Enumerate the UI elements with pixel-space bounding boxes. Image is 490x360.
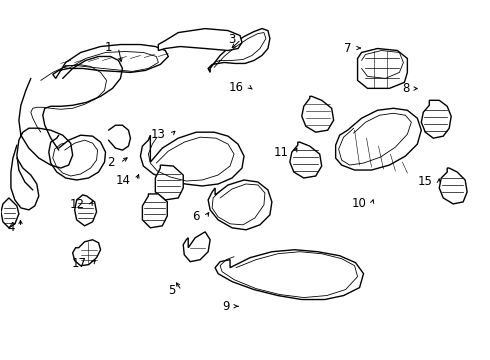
Polygon shape [73,240,100,266]
Polygon shape [183,232,210,262]
Polygon shape [336,108,421,170]
Text: 16: 16 [229,81,244,94]
Polygon shape [290,142,322,178]
Text: 9: 9 [222,300,229,313]
Text: 5: 5 [168,284,176,297]
Polygon shape [421,100,451,138]
Polygon shape [143,194,167,228]
Polygon shape [208,180,272,230]
Text: 15: 15 [418,175,433,188]
Text: 10: 10 [351,197,366,210]
Text: 4: 4 [7,221,15,234]
Text: 3: 3 [228,33,235,46]
Polygon shape [155,165,183,200]
Polygon shape [158,28,242,50]
Polygon shape [302,96,334,132]
Text: 2: 2 [107,156,114,169]
Polygon shape [1,198,19,228]
Text: 11: 11 [274,145,289,158]
Text: 12: 12 [70,198,85,211]
Text: 7: 7 [344,41,351,54]
Text: 1: 1 [105,41,112,54]
Polygon shape [208,28,270,72]
Text: 17: 17 [72,257,86,270]
Text: 14: 14 [115,174,130,187]
Polygon shape [439,168,467,204]
Text: 13: 13 [151,127,166,141]
Polygon shape [358,49,407,88]
Polygon shape [215,250,364,300]
Text: 6: 6 [193,210,200,223]
Polygon shape [141,132,244,186]
Polygon shape [53,45,168,78]
Text: 8: 8 [403,82,410,95]
Polygon shape [74,195,97,226]
